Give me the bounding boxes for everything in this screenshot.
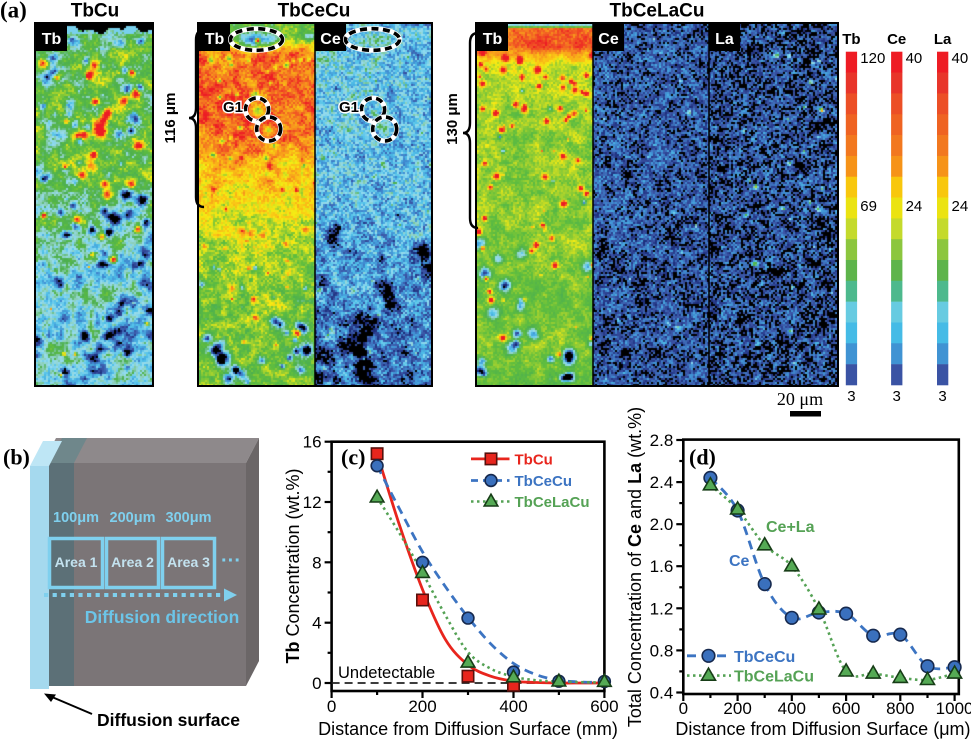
svg-text:16: 16 (303, 433, 322, 452)
svg-text:24: 24 (952, 198, 969, 215)
svg-text:4: 4 (312, 614, 321, 633)
svg-text:TbCeCu: TbCeCu (278, 1, 351, 22)
svg-text:Diffusion surface: Diffusion surface (97, 710, 240, 730)
svg-text:130 μm: 130 μm (444, 93, 461, 145)
svg-text:TbCeLaCu: TbCeLaCu (734, 669, 814, 686)
svg-text:Distance from Diffusion Surfac: Distance from Diffusion Surface (μm) (675, 719, 970, 739)
svg-text:TbCeLaCu: TbCeLaCu (515, 494, 590, 511)
svg-text:Tb: Tb (42, 31, 62, 48)
svg-text:120: 120 (860, 50, 885, 67)
svg-text:0: 0 (679, 699, 688, 718)
svg-text:(a): (a) (0, 0, 27, 23)
svg-text:Diffusion direction: Diffusion direction (85, 607, 240, 627)
svg-text:600: 600 (832, 699, 860, 718)
svg-text:0.4: 0.4 (650, 684, 674, 703)
svg-text:800: 800 (886, 699, 914, 718)
svg-text:200: 200 (408, 697, 436, 716)
svg-text:(c): (c) (341, 445, 365, 470)
svg-text:Tb: Tb (483, 31, 503, 48)
svg-text:TbCu: TbCu (515, 452, 553, 469)
svg-text:300μm: 300μm (166, 510, 212, 526)
svg-text:40: 40 (906, 50, 923, 67)
svg-text:69: 69 (860, 198, 877, 215)
svg-text:TbCeLaCu: TbCeLaCu (610, 1, 705, 22)
svg-text:···: ··· (221, 550, 241, 572)
svg-text:12: 12 (303, 493, 322, 512)
svg-text:Tb: Tb (205, 31, 225, 48)
svg-text:Tb: Tb (842, 31, 860, 48)
svg-text:1.2: 1.2 (650, 599, 674, 618)
svg-text:G1: G1 (223, 99, 243, 116)
svg-text:Ce+La: Ce+La (766, 519, 815, 536)
svg-text:TbCeCu: TbCeCu (734, 649, 795, 666)
svg-text:Ce: Ce (729, 553, 750, 570)
svg-text:400: 400 (499, 697, 527, 716)
svg-text:200: 200 (723, 699, 751, 718)
svg-text:3: 3 (847, 388, 855, 405)
svg-text:La: La (715, 31, 734, 48)
svg-text:1000: 1000 (936, 699, 971, 718)
svg-text:24: 24 (906, 198, 923, 215)
svg-text:Area 3: Area 3 (167, 554, 210, 570)
svg-text:TbCeCu: TbCeCu (515, 473, 573, 490)
svg-text:La: La (934, 31, 952, 48)
svg-text:TbCu: TbCu (71, 1, 120, 22)
svg-text:100μm: 100μm (53, 510, 99, 526)
svg-text:Ce: Ce (320, 31, 341, 48)
svg-text:G1: G1 (339, 99, 359, 116)
svg-text:(b): (b) (3, 445, 30, 470)
svg-text:Undetectable: Undetectable (338, 664, 435, 682)
svg-text:2.8: 2.8 (650, 431, 674, 450)
svg-text:Area 1: Area 1 (55, 554, 98, 570)
svg-text:Total Concentration of Ce and: Total Concentration of Ce and La (wt.%) (625, 407, 645, 727)
svg-text:(d): (d) (689, 445, 716, 470)
svg-text:3: 3 (938, 388, 946, 405)
svg-text:Ce: Ce (887, 31, 906, 48)
svg-text:0.8: 0.8 (650, 641, 674, 660)
svg-text:8: 8 (312, 553, 321, 572)
svg-text:Area 2: Area 2 (111, 554, 154, 570)
svg-text:200μm: 200μm (110, 510, 156, 526)
svg-text:116 μm: 116 μm (162, 93, 179, 144)
svg-text:3: 3 (893, 388, 901, 405)
svg-text:600: 600 (590, 697, 618, 716)
svg-text:Distance from Diffusion Surfac: Distance from Diffusion Surface (mm) (318, 719, 618, 739)
svg-text:400: 400 (778, 699, 806, 718)
svg-text:Tb Concentration (wt.%): Tb Concentration (wt.%) (283, 468, 303, 663)
svg-text:0: 0 (312, 674, 321, 693)
svg-text:0: 0 (327, 697, 336, 716)
svg-text:2.4: 2.4 (650, 473, 674, 492)
svg-text:Ce: Ce (598, 31, 619, 48)
svg-text:20 μm: 20 μm (777, 389, 823, 409)
svg-text:40: 40 (952, 50, 969, 67)
svg-text:2.0: 2.0 (650, 515, 674, 534)
svg-text:1.6: 1.6 (650, 557, 674, 576)
